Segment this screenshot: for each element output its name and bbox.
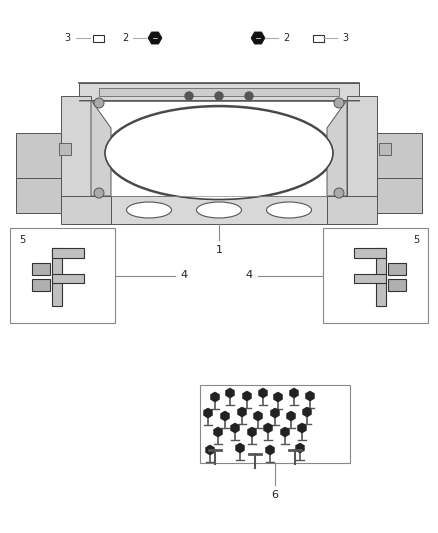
Polygon shape	[238, 407, 246, 417]
Bar	[32, 279, 50, 291]
Polygon shape	[243, 391, 251, 401]
Text: 4: 4	[246, 271, 253, 280]
Bar	[99, 88, 339, 96]
Text: 1: 1	[215, 245, 223, 255]
Bar	[388, 263, 406, 275]
Bar	[52, 248, 62, 306]
Polygon shape	[281, 427, 290, 437]
Bar	[388, 279, 406, 291]
Text: 3: 3	[64, 33, 70, 43]
Text: 3: 3	[342, 33, 348, 43]
Text: 5: 5	[413, 235, 419, 245]
Bar	[52, 274, 84, 283]
Bar	[200, 385, 350, 463]
Polygon shape	[306, 391, 314, 401]
Ellipse shape	[104, 106, 334, 200]
Polygon shape	[91, 100, 111, 196]
Polygon shape	[286, 411, 295, 421]
Polygon shape	[274, 392, 283, 402]
Bar	[347, 96, 377, 201]
Text: 2: 2	[283, 33, 289, 43]
Polygon shape	[303, 407, 311, 417]
Bar	[10, 228, 115, 323]
Polygon shape	[16, 178, 61, 213]
Text: 2: 2	[122, 33, 128, 43]
Polygon shape	[221, 411, 230, 421]
Polygon shape	[290, 388, 298, 398]
Polygon shape	[231, 423, 239, 433]
Ellipse shape	[266, 202, 311, 218]
Polygon shape	[327, 196, 377, 224]
Circle shape	[245, 92, 253, 100]
Bar	[354, 248, 386, 258]
Bar	[323, 228, 428, 323]
Polygon shape	[148, 32, 162, 44]
Bar	[312, 35, 324, 42]
Ellipse shape	[197, 202, 241, 218]
Bar	[61, 96, 91, 201]
Polygon shape	[264, 423, 272, 433]
Circle shape	[94, 188, 104, 198]
Polygon shape	[61, 196, 111, 224]
Bar	[69, 196, 369, 224]
Ellipse shape	[105, 107, 333, 199]
Text: 4: 4	[180, 271, 187, 280]
Polygon shape	[211, 392, 219, 402]
Bar	[32, 263, 50, 275]
Circle shape	[334, 188, 344, 198]
Bar	[379, 143, 391, 155]
Bar	[354, 274, 386, 283]
Polygon shape	[298, 423, 306, 433]
Circle shape	[94, 98, 104, 108]
Polygon shape	[236, 443, 244, 453]
Circle shape	[334, 98, 344, 108]
Text: 6: 6	[272, 490, 279, 500]
Polygon shape	[271, 408, 279, 418]
Polygon shape	[259, 388, 267, 398]
Text: 5: 5	[19, 235, 25, 245]
Polygon shape	[226, 388, 234, 398]
Polygon shape	[254, 411, 262, 421]
Polygon shape	[206, 445, 214, 455]
Bar	[376, 248, 386, 306]
Circle shape	[185, 92, 193, 100]
Bar	[59, 143, 71, 155]
Bar	[52, 248, 84, 258]
Ellipse shape	[127, 202, 172, 218]
Polygon shape	[247, 427, 256, 437]
Bar	[79, 83, 359, 101]
Polygon shape	[296, 443, 304, 453]
Bar	[92, 35, 103, 42]
Bar	[377, 133, 422, 213]
Polygon shape	[377, 178, 422, 213]
Bar	[16, 133, 61, 213]
Polygon shape	[251, 32, 265, 44]
Circle shape	[215, 92, 223, 100]
Polygon shape	[266, 445, 274, 455]
Polygon shape	[204, 408, 212, 418]
Polygon shape	[214, 427, 223, 437]
Polygon shape	[327, 100, 347, 196]
